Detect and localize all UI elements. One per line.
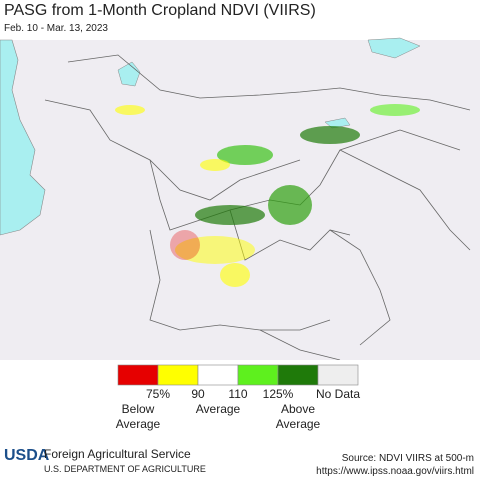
subtitle: Feb. 10 - Mar. 13, 2023 — [4, 23, 108, 34]
aral-sea — [117, 61, 141, 87]
legend-swatch — [277, 364, 319, 386]
footer — [0, 440, 480, 480]
legend-tick: 90 — [191, 387, 205, 401]
url: https://www.ipss.noaa.gov/viirs.html — [316, 466, 474, 477]
caspian-sea — [0, 39, 46, 236]
legend-no-data: No Data — [315, 387, 361, 401]
title: PASG from 1-Month Cropland NDVI (VIIRS) — [4, 2, 316, 19]
agency: Foreign Agricultural Service — [44, 447, 191, 461]
legend-tick: 75% — [145, 387, 171, 401]
legend-group: Above Average — [275, 402, 321, 431]
legend-swatch — [317, 364, 359, 386]
vegetation-patches — [115, 104, 420, 287]
legend-group: Average — [195, 402, 241, 416]
legend — [117, 364, 359, 386]
land — [0, 40, 480, 360]
department: U.S. DEPARTMENT OF AGRICULTURE — [44, 464, 206, 474]
issyk-kul — [324, 117, 351, 129]
legend-swatch — [197, 364, 239, 386]
borders — [44, 54, 471, 361]
logo: USDA — [4, 447, 50, 464]
legend-group: Below Average — [115, 402, 161, 431]
legend-swatch — [157, 364, 199, 386]
legend-tick: 110 — [228, 387, 248, 401]
legend-tick: 125% — [262, 387, 294, 401]
legend-swatch — [117, 364, 159, 386]
legend-swatch — [237, 364, 279, 386]
lake-balkhash — [367, 37, 421, 59]
source: Source: NDVI VIIRS at 500-m — [341, 453, 474, 464]
map — [0, 37, 480, 386]
